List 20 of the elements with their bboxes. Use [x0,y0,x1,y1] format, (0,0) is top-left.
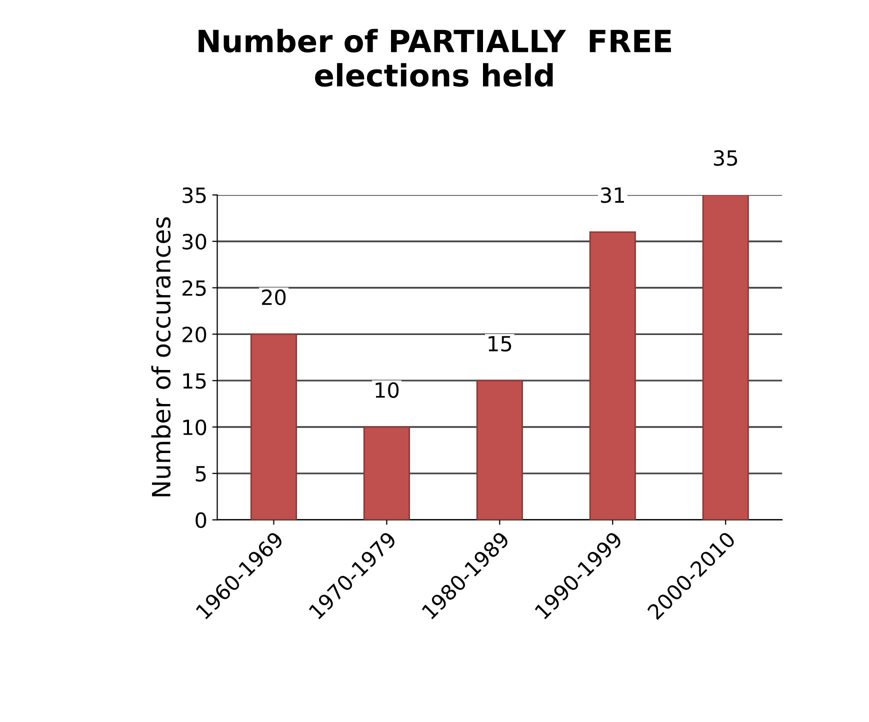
y-tick-label: 20 [182,326,206,342]
bar [589,231,636,520]
data-label: 35 [714,150,738,166]
y-tick-label: 0 [196,512,206,528]
data-label: 20 [262,289,286,306]
y-tick-label: 35 [182,187,206,204]
y-tick-label: 10 [183,419,206,436]
y-tick-label: 25 [182,280,206,296]
bar [363,426,410,520]
y-axis-title: Number of occurances [151,217,171,496]
data-label: 15 [488,336,512,352]
y-tick-label: 5 [196,466,206,482]
data-label: 10 [376,382,399,398]
bar [476,380,523,520]
bar [250,333,298,520]
data-label: 31 [600,187,624,204]
y-tick-label: 30 [182,234,206,250]
chart-title: Number of PARTIALLY FREE elections held [198,28,671,87]
y-tick-label: 15 [183,373,206,389]
bar [702,194,749,520]
